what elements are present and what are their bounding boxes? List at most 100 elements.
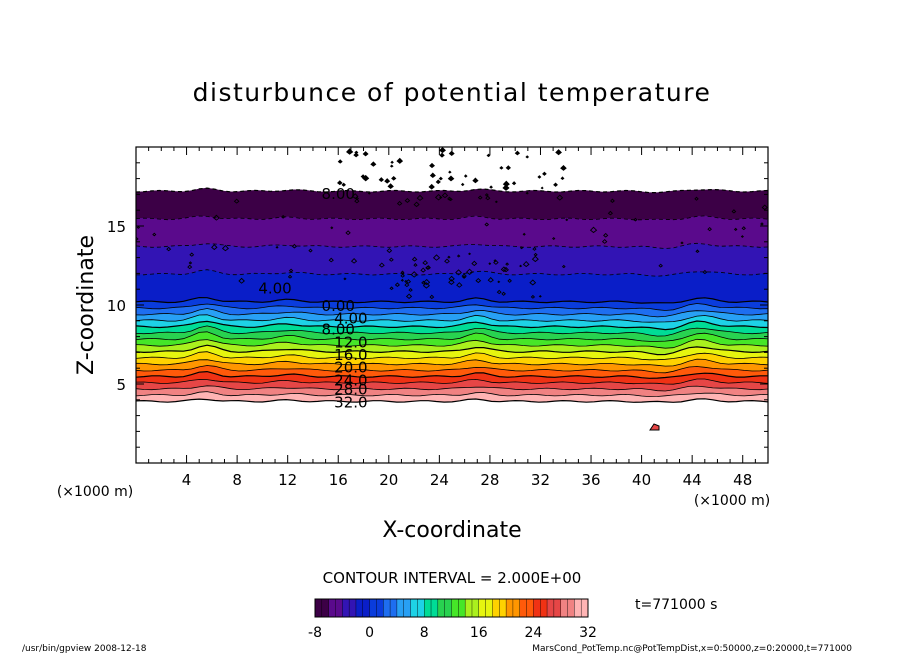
contour-line [136, 358, 768, 367]
contour-label: 16.0 [334, 346, 367, 364]
contour-label: 28.0 [334, 381, 367, 399]
colorbar-cell [499, 598, 507, 618]
noise-contour [187, 264, 193, 270]
contour-line [136, 296, 768, 304]
noise-contour [533, 252, 538, 257]
x-tick-label: 4 [182, 471, 192, 489]
x-tick-label: 40 [632, 471, 651, 489]
colorbar-cell [348, 598, 357, 618]
colorbar-cell [444, 598, 453, 618]
contour-line [136, 338, 768, 349]
footer-right: MarsCond_PotTemp.nc@PotTempDist,x=0:5000… [532, 644, 852, 654]
noise-contour [429, 172, 436, 178]
noise-contour [529, 279, 537, 286]
noise-contour [519, 246, 524, 250]
plot-area [136, 147, 768, 403]
noise-contour [455, 269, 462, 276]
contour-line [136, 314, 768, 323]
noise-contour [367, 192, 371, 195]
noise-contour [485, 195, 491, 201]
colorbar-cell [540, 598, 548, 618]
noise-contour [345, 230, 351, 236]
noise-contour [658, 263, 663, 268]
noise-contour [387, 183, 394, 189]
noise-contour [370, 161, 377, 167]
contour-line [136, 269, 768, 277]
colorbar-tick-label: -8 [308, 625, 322, 641]
noise-contour [542, 171, 547, 176]
colorbar [314, 598, 589, 618]
noise-contour [488, 262, 492, 265]
noise-contour [553, 182, 558, 187]
noise-contour [505, 262, 510, 266]
colorbar-cell [458, 598, 466, 618]
footer-left: /usr/bin/gpview 2008-12-18 [22, 644, 147, 654]
noise-contour [463, 174, 468, 178]
noise-contour [565, 218, 569, 222]
noise-contour [238, 277, 245, 284]
contour-line [136, 398, 768, 403]
colorbar-cell [328, 598, 336, 618]
noise-contour [448, 150, 455, 156]
isolated-contour [649, 423, 660, 431]
x-tick-label: 48 [733, 471, 752, 489]
noise-contour [353, 152, 359, 158]
colorbar-cell [526, 598, 534, 618]
contour-line [136, 325, 768, 337]
noise-contour [540, 186, 544, 190]
contour-value-labels: 8.004.000.004.008.0012.016.020.024.028.0… [258, 185, 367, 412]
colorbar-cell [424, 598, 432, 618]
colorbar-cell [505, 598, 514, 618]
noise-contour [378, 262, 385, 268]
y-axis-label: Z-coordinate [74, 235, 99, 375]
noise-contour [493, 259, 497, 263]
colorbar-cell [389, 598, 398, 618]
noise-contour [136, 236, 139, 241]
colorbar-cell [546, 598, 555, 618]
noise-contour [447, 175, 455, 182]
noise-contour [505, 165, 511, 171]
contour-line [136, 391, 768, 398]
noise-contour [388, 257, 394, 262]
noise-contour [350, 258, 358, 264]
colorbar-cell [362, 598, 371, 618]
noise-contour [432, 254, 441, 261]
noise-contour [560, 176, 565, 180]
contour-lines [136, 187, 768, 403]
noise-contour [411, 256, 418, 262]
noise-contour [695, 249, 700, 253]
noise-contour [494, 200, 498, 204]
contour-line [136, 242, 768, 249]
noise-contour [213, 214, 220, 221]
noise-contour [589, 226, 598, 234]
noise-contour [166, 246, 172, 252]
y-tick-label: 10 [107, 297, 126, 315]
noise-contour [189, 252, 195, 257]
noise-contour [448, 170, 452, 174]
noise-contour [537, 175, 542, 179]
noise-contour [487, 277, 494, 283]
noise-contour [428, 183, 435, 190]
colorbar-cell [376, 598, 384, 618]
noise-contour [389, 164, 394, 168]
noise-contour [601, 238, 608, 244]
noise-contour [707, 226, 712, 232]
noise-contour [441, 192, 449, 199]
noise-contour [731, 209, 737, 214]
x-tick-label: 24 [430, 471, 449, 489]
y-axis-ticks: 5 10 15 [107, 162, 768, 448]
noise-contour [477, 195, 483, 200]
noise-contour [343, 277, 347, 281]
noise-contour [422, 260, 429, 266]
contour-line [136, 351, 768, 361]
noise-contour [733, 227, 738, 231]
noise-contour [413, 263, 418, 267]
noise-contour [354, 198, 360, 204]
contour-label: 24.0 [334, 371, 367, 389]
noise-contour [522, 260, 530, 268]
noise-contour [287, 274, 293, 279]
colorbar-cell [580, 598, 589, 618]
noise-contour [502, 180, 510, 187]
noise-contour [444, 258, 450, 264]
noise-contour [532, 246, 537, 251]
